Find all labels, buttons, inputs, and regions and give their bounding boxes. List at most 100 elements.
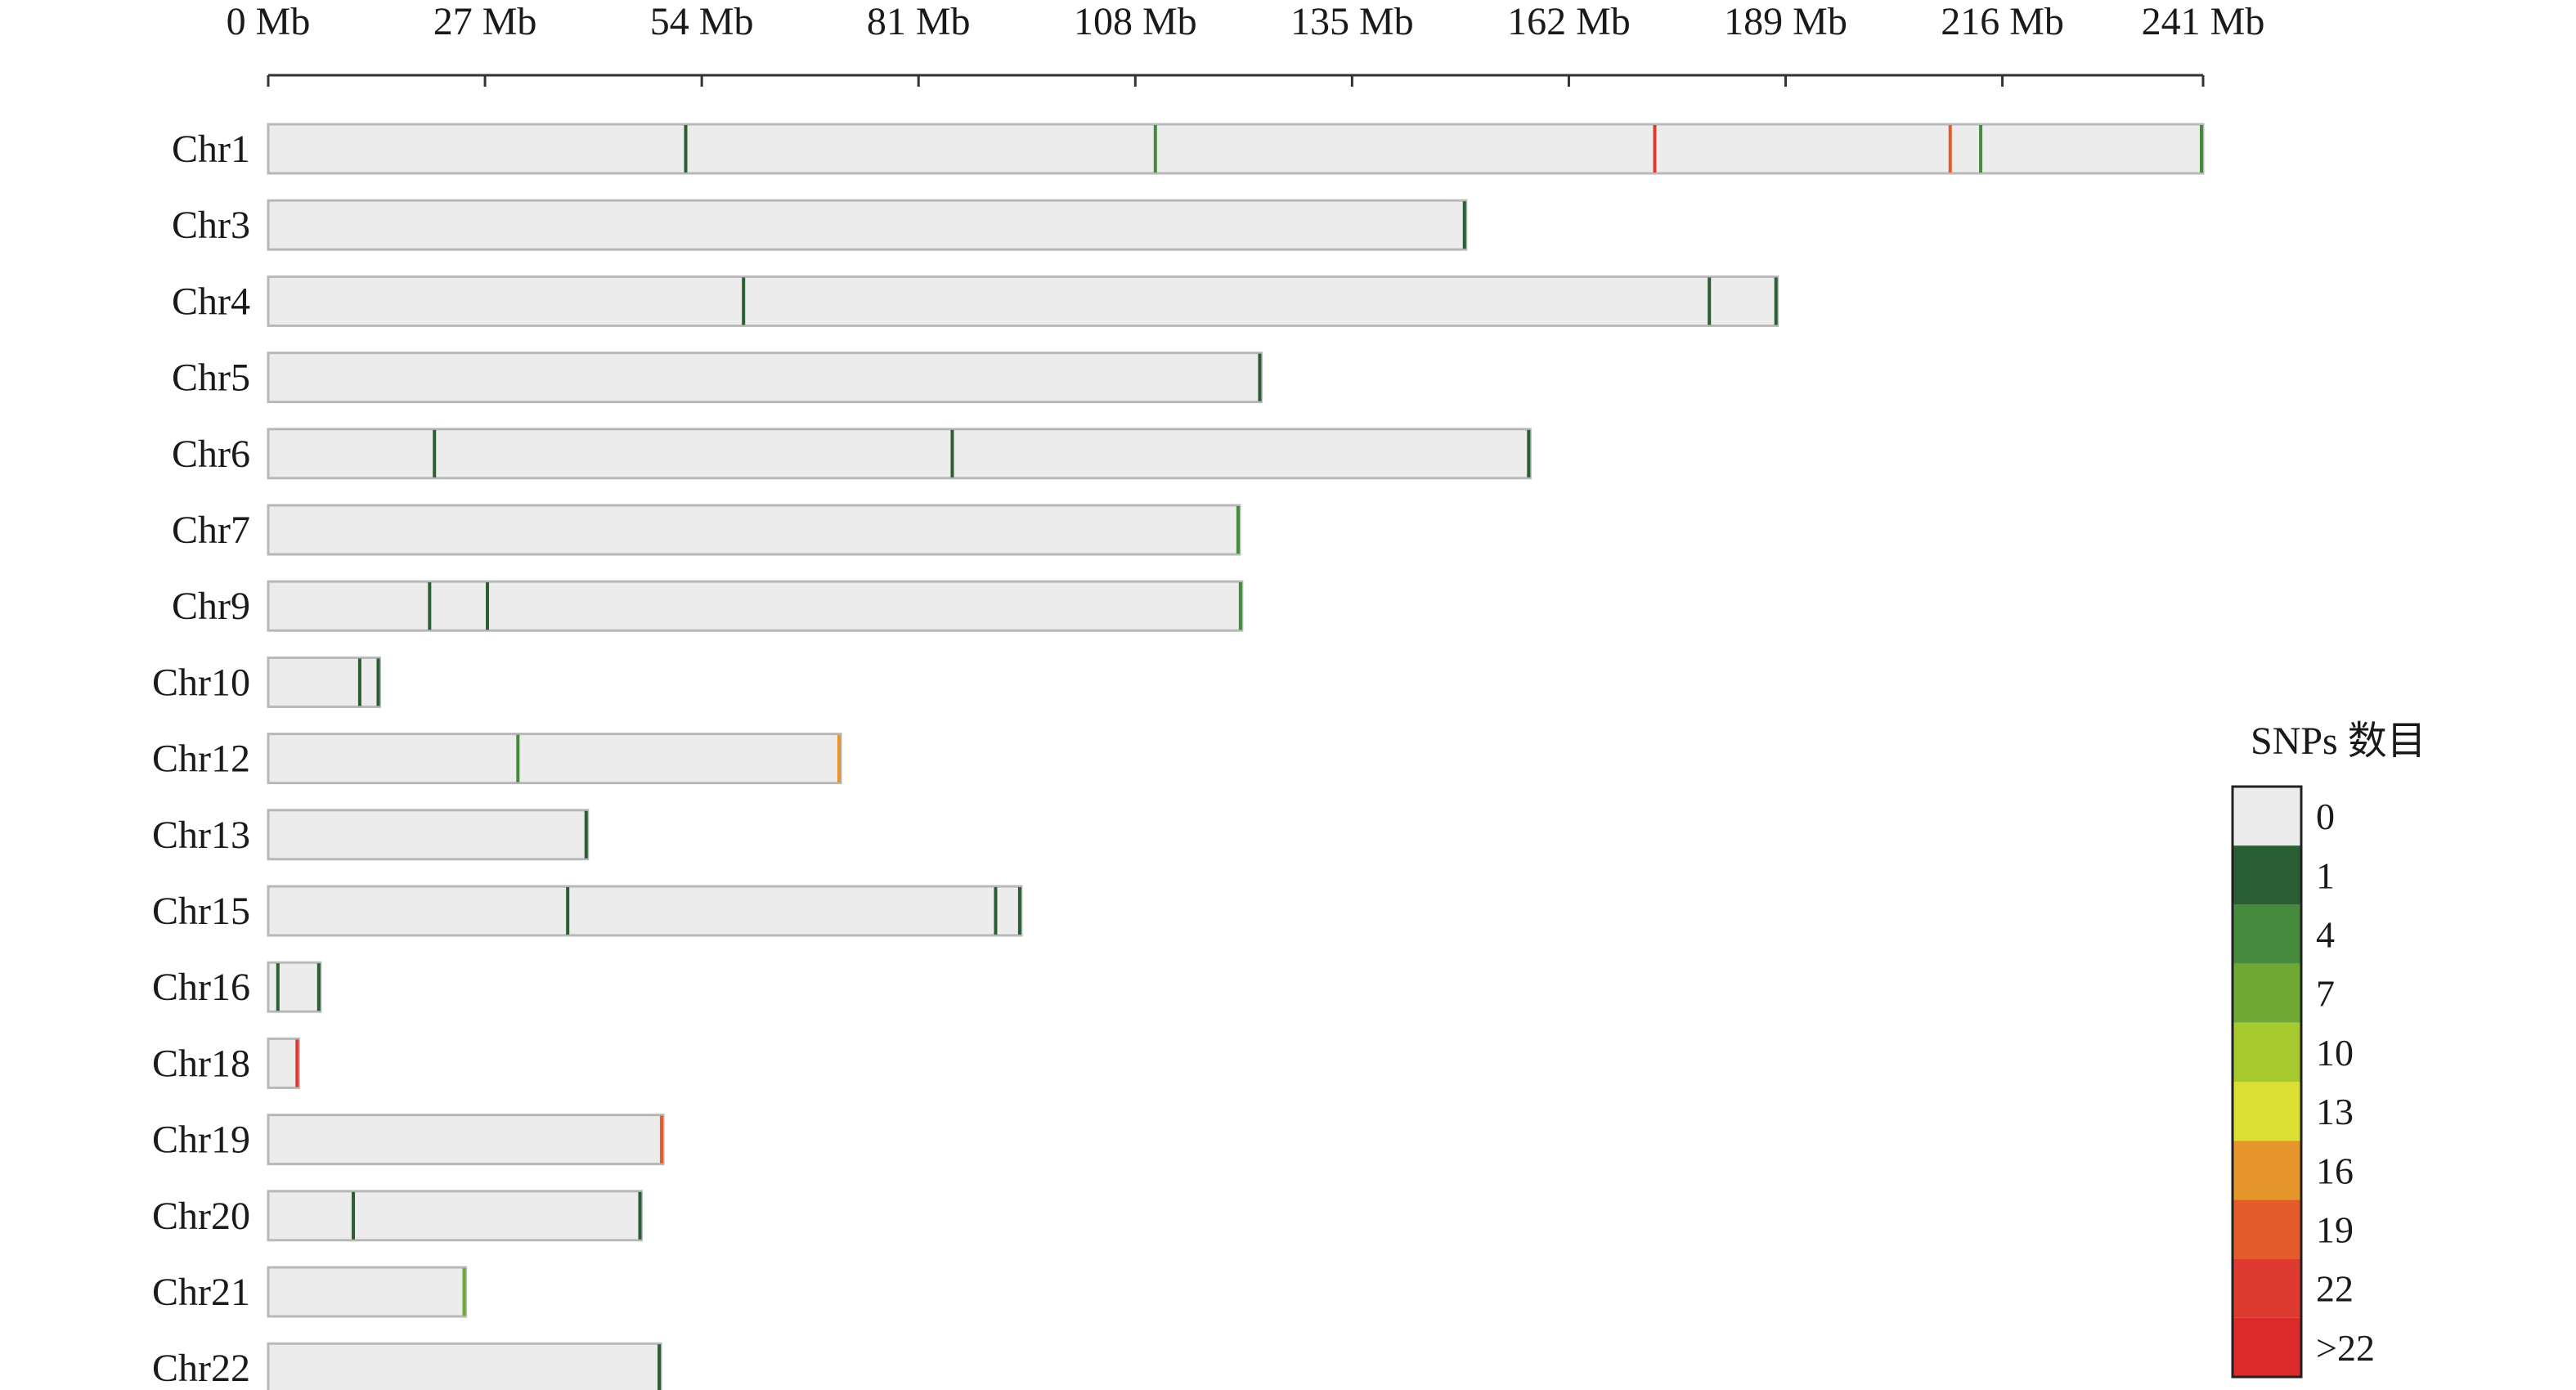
chromosome-label: Chr5 <box>172 356 250 400</box>
chromosome-label: Chr3 <box>172 204 250 247</box>
snp-marker <box>357 658 361 706</box>
snp-marker <box>837 734 841 782</box>
chromosome-bar <box>267 199 1468 251</box>
chromosome-bar <box>267 1114 665 1166</box>
snp-marker <box>638 1191 642 1240</box>
snp-marker <box>1153 125 1157 173</box>
snp-marker <box>1979 125 1983 173</box>
chromosome-row: Chr6 <box>172 428 1532 480</box>
snp-marker <box>462 1268 466 1316</box>
snp-marker <box>486 582 490 630</box>
chromosome-row: Chr9 <box>172 580 1244 632</box>
snp-marker <box>428 582 432 630</box>
legend-swatch <box>2233 904 2301 964</box>
chromosome-label: Chr18 <box>152 1042 250 1085</box>
axis-tick-label: 27 Mb <box>433 0 537 43</box>
chromosome-bar <box>267 1266 468 1318</box>
axis-tick-label: 108 Mb <box>1074 0 1197 43</box>
chromosome-label: Chr21 <box>152 1271 250 1314</box>
legend-label: 13 <box>2316 1091 2354 1132</box>
chromosome-bar <box>267 428 1532 480</box>
snp-marker <box>742 277 746 325</box>
chromosome-label: Chr7 <box>172 509 250 552</box>
chromosome-bar <box>267 809 590 861</box>
chromosome-row: Chr7 <box>172 504 1241 556</box>
snp-marker <box>657 1344 662 1390</box>
chromosome-label: Chr16 <box>152 966 250 1009</box>
legend-swatch <box>2233 1258 2301 1318</box>
legend-label: 7 <box>2316 973 2335 1015</box>
legend-swatch <box>2233 1317 2301 1377</box>
chromosome-row: Chr5 <box>172 352 1263 404</box>
axis-tick-label: 241 Mb <box>2142 0 2265 43</box>
snp-marker <box>1258 353 1262 401</box>
chromosome-label: Chr15 <box>152 890 250 933</box>
legend-label: 10 <box>2316 1032 2354 1074</box>
chromosome-label: Chr6 <box>172 433 250 476</box>
chromosome-bar <box>267 885 1023 937</box>
legend-label: 0 <box>2316 796 2335 837</box>
axis-tick-label: 216 Mb <box>1941 0 2064 43</box>
chromosome-row: Chr20 <box>152 1190 644 1242</box>
legend-label: 16 <box>2316 1150 2354 1191</box>
axis-tick-label: 162 Mb <box>1507 0 1631 43</box>
chromosome-bar <box>267 275 1779 327</box>
chromosome-bar <box>267 580 1244 632</box>
snp-marker <box>516 734 520 782</box>
snp-marker <box>1653 125 1657 173</box>
legend-swatch <box>2233 1141 2301 1200</box>
chromosome-label: Chr22 <box>152 1347 250 1390</box>
chromosome-row: Chr1 <box>172 123 2205 175</box>
chromosome-row: Chr4 <box>172 275 1779 327</box>
chromosome-row: Chr21 <box>152 1266 468 1318</box>
chromosome-row: Chr15 <box>152 885 1023 937</box>
snp-marker <box>352 1191 356 1240</box>
legend: SNPs 数目 0 1 4 7 10 13 16 19 22 >22 <box>2231 720 2426 1379</box>
legend-swatch <box>2233 787 2301 846</box>
chromosome-bar <box>267 1342 662 1390</box>
snp-marker <box>1462 201 1466 249</box>
legend-frame <box>2231 785 2303 1379</box>
chromosome-bar <box>267 504 1241 556</box>
legend-label: 1 <box>2316 854 2335 896</box>
chromosome-row: Chr18 <box>152 1037 300 1089</box>
snp-marker <box>376 658 380 706</box>
chromosome-row: Chr16 <box>152 961 322 1013</box>
snp-marker <box>1017 887 1021 935</box>
x-axis: 0 Mb 27 Mb 54 Mb 81 Mb 108 Mb 135 Mb 162 Mb 189… <box>227 0 2265 87</box>
legend-swatch <box>2233 963 2301 1023</box>
chromosome-row: Chr10 <box>152 656 381 708</box>
snp-marker <box>295 1039 299 1087</box>
axis-tick-label: 81 Mb <box>867 0 971 43</box>
snp-marker <box>1948 125 1952 173</box>
chromosome-label: Chr19 <box>152 1119 250 1162</box>
chromosome-bar <box>267 123 2205 175</box>
chromosome-label: Chr9 <box>172 585 250 628</box>
snp-marker <box>433 429 437 478</box>
chromosome-row: Chr22 <box>152 1342 662 1390</box>
chromosome-bar <box>267 733 842 785</box>
snp-marker <box>316 963 321 1011</box>
chromosome-bar <box>267 352 1263 404</box>
chromosome-row: Chr12 <box>152 733 842 785</box>
chromosome-bars: Chr1 Chr3 Chr4 Chr5 Chr6 Chr7 Chr9 Chr10 Chr12 Ch… <box>152 123 2205 1390</box>
chromosome-bar <box>267 656 381 708</box>
snp-marker <box>950 429 954 478</box>
snp-marker <box>684 125 688 173</box>
legend-swatch <box>2233 1082 2301 1141</box>
legend-swatch <box>2233 1022 2301 1082</box>
chromosome-label: Chr20 <box>152 1195 250 1238</box>
snp-marker <box>1708 277 1712 325</box>
snp-marker <box>276 963 280 1011</box>
legend-swatch <box>2233 1199 2301 1259</box>
snp-marker <box>584 810 588 859</box>
chromosome-row: Chr19 <box>152 1114 665 1166</box>
snp-marker <box>2200 125 2203 173</box>
axis-tick-label: 54 Mb <box>650 0 754 43</box>
legend-title: SNPs 数目 <box>2251 720 2426 763</box>
legend-label: 22 <box>2316 1268 2354 1310</box>
chromosome-bar <box>267 1037 300 1089</box>
snp-marker <box>660 1115 664 1164</box>
chromosome-label: Chr4 <box>172 280 250 323</box>
